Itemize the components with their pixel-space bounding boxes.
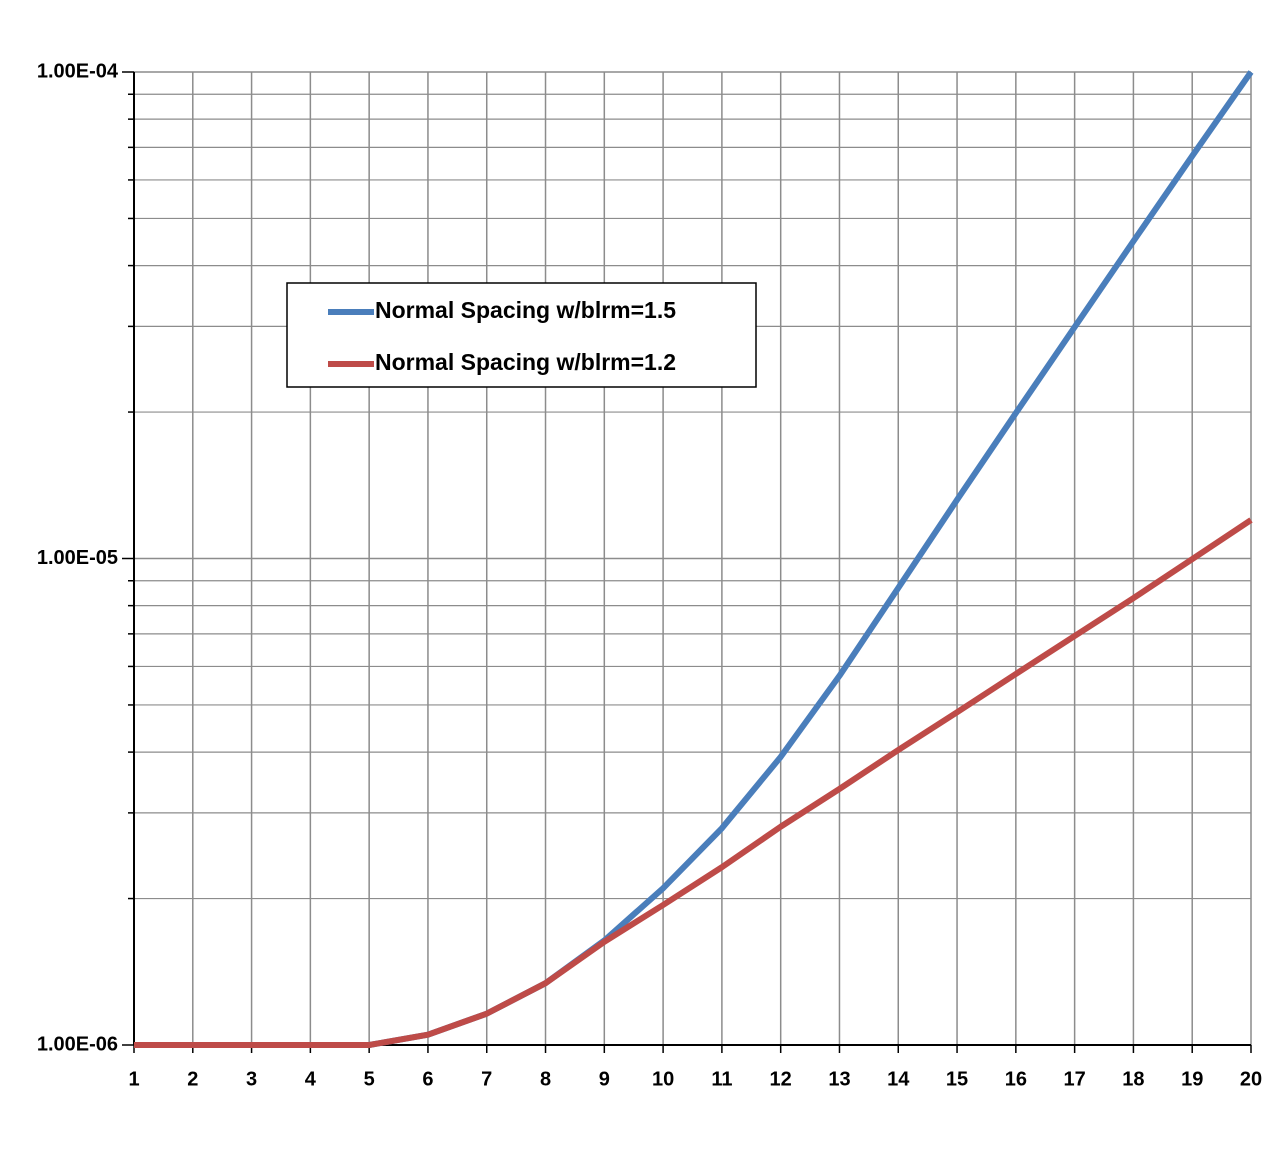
series-line xyxy=(134,517,1253,1048)
x-tick-label: 5 xyxy=(364,1068,375,1090)
x-tick-label: 4 xyxy=(305,1068,317,1090)
x-tick-label: 15 xyxy=(946,1068,968,1090)
y-tick-label: 1.00E-06 xyxy=(37,1033,118,1055)
legend: Normal Spacing w/blrm=1.5 Normal Spacing … xyxy=(286,282,757,388)
x-tick-label: 9 xyxy=(599,1068,610,1090)
legend-label: Normal Spacing w/blrm=1.2 xyxy=(375,349,676,375)
y-tick-label: 1.00E-05 xyxy=(37,547,118,569)
x-tick-label: 8 xyxy=(540,1068,551,1090)
x-tick-label: 14 xyxy=(887,1068,910,1090)
y-tick-label: 1.00E-04 xyxy=(37,60,119,82)
legend-label: Normal Spacing w/blrm=1.5 xyxy=(375,297,676,323)
x-tick-label: 20 xyxy=(1240,1068,1262,1090)
x-tick-label: 6 xyxy=(422,1068,433,1090)
x-tick-label: 19 xyxy=(1181,1068,1203,1090)
x-tick-label: 16 xyxy=(1005,1068,1027,1090)
x-tick-label: 7 xyxy=(481,1068,492,1090)
legend-box xyxy=(286,282,757,388)
x-tick-label: 11 xyxy=(711,1068,732,1090)
x-tick-label: 13 xyxy=(828,1068,850,1090)
x-tick-label: 1 xyxy=(128,1068,139,1090)
x-tick-label: 10 xyxy=(652,1068,674,1090)
x-tick-label: 18 xyxy=(1122,1068,1144,1090)
x-tick-label: 12 xyxy=(770,1068,792,1090)
x-tick-label: 2 xyxy=(187,1068,198,1090)
x-tick-label: 3 xyxy=(246,1068,257,1090)
x-tick-label: 17 xyxy=(1064,1068,1086,1090)
